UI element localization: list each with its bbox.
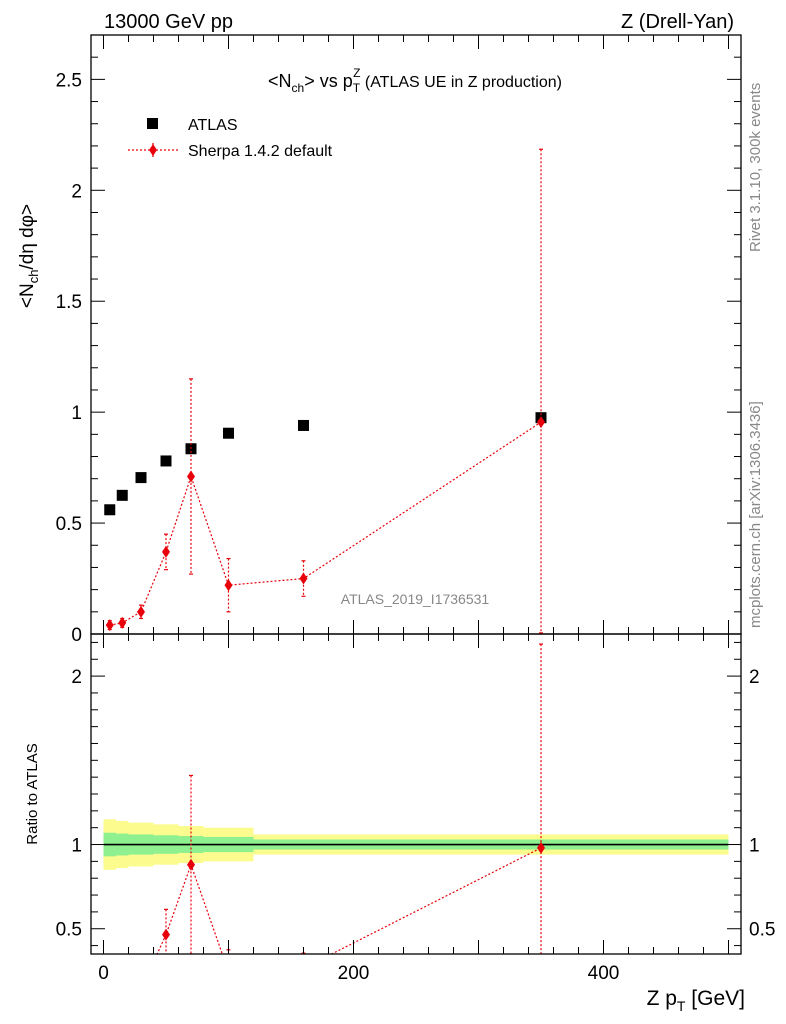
atlas-point xyxy=(298,419,309,431)
ratio-y-tick-label: 0.5 xyxy=(56,920,82,941)
atlas-point xyxy=(135,472,147,484)
ratio-sherpa-point xyxy=(187,858,195,871)
legend: ATLAS Sherpa 1.4.2 default xyxy=(128,117,333,160)
ratio-y-tick-label-right: 2 xyxy=(749,667,760,688)
atlas-point xyxy=(223,427,234,439)
ratio-y-tick-label: 1 xyxy=(71,836,82,857)
upper-y-tick-label: 2 xyxy=(71,181,82,202)
upper-sherpa-point xyxy=(105,619,114,632)
ratio-sherpa-point xyxy=(162,928,170,941)
rivet-label: Rivet 3.1.10, 300k events xyxy=(747,83,764,252)
x-tick-label: 200 xyxy=(338,963,370,984)
mcplots-label: mcplots.cern.ch [arXiv:1306.3436] xyxy=(747,401,764,628)
ratio-sherpa-point xyxy=(537,841,545,854)
upper-sherpa-line xyxy=(109,421,542,626)
ratio-sherpa-point xyxy=(106,995,114,1007)
ratio-y-tick-label-right: 0.5 xyxy=(749,920,775,941)
upper-sherpa-point xyxy=(162,545,170,558)
upper-y-tick-label: 0 xyxy=(71,625,82,646)
upper-sherpa-point xyxy=(537,416,545,429)
ratio-sherpa-point xyxy=(300,962,308,974)
ratio-panel: 0.5 0.5 1 1 2 2 0 200 400 xyxy=(56,633,775,1007)
upper-y-tick-label: 1 xyxy=(71,403,82,424)
upper-sherpa-point xyxy=(187,470,195,483)
header-right: Z (Drell-Yan) xyxy=(621,11,734,33)
ratio-y-tick-label-right: 1 xyxy=(749,836,760,857)
atlas-point xyxy=(160,455,172,467)
upper-sherpa-point xyxy=(224,579,233,592)
upper-y-tick-label: 0.5 xyxy=(56,514,82,535)
lower-y-axis-label: Ratio to ATLAS xyxy=(24,743,41,844)
upper-sherpa-point xyxy=(299,572,308,585)
x-tick-label: 400 xyxy=(588,963,620,984)
ratio-sherpa-point xyxy=(225,966,233,978)
ratio-sherpa-line xyxy=(156,847,542,954)
atlas-point xyxy=(104,504,116,516)
x-tick-label: 0 xyxy=(98,963,109,984)
upper-plot-area xyxy=(104,148,547,634)
x-axis-label: Z pT [GeV] xyxy=(647,987,745,1014)
legend-marker-atlas xyxy=(147,118,158,129)
analysis-watermark: ATLAS_2019_I1736531 xyxy=(341,591,490,607)
ratio-sherpa-point xyxy=(137,983,145,995)
legend-marker-sherpa xyxy=(149,144,157,156)
upper-y-tick-label: 2.5 xyxy=(56,70,82,91)
upper-y-axis-label: <Nch/dη dφ> xyxy=(17,204,41,308)
upper-sherpa-point xyxy=(137,605,145,618)
upper-sherpa-point xyxy=(118,616,127,629)
upper-y-tick-label: 1.5 xyxy=(56,292,82,313)
ratio-y-tick-label: 2 xyxy=(71,667,82,688)
legend-label-atlas: ATLAS xyxy=(188,117,238,134)
atlas-point xyxy=(116,489,128,501)
lower-frame xyxy=(90,633,742,955)
ratio-sherpa-point xyxy=(118,993,126,1005)
legend-label-sherpa: Sherpa 1.4.2 default xyxy=(188,143,333,160)
ratio-plot-area xyxy=(103,643,729,1007)
plot-title: <Nch> vs pTZ (ATLAS UE in Z production) xyxy=(268,66,562,95)
header-left: 13000 GeV pp xyxy=(104,11,233,33)
upper-panel: 0 0.5 1 1.5 2 2.5 xyxy=(56,34,742,646)
